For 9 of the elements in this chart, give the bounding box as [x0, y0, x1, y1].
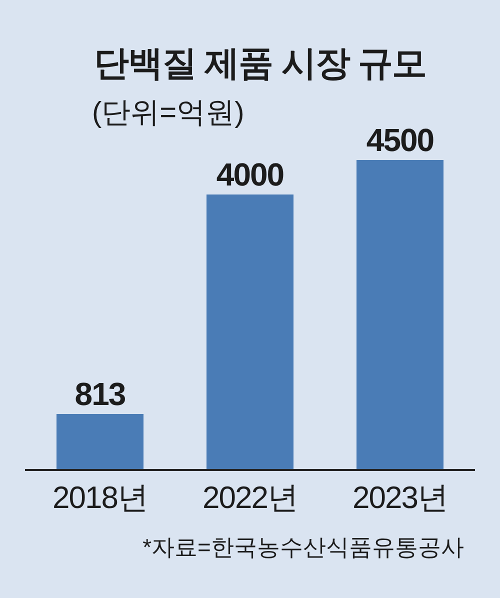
data-label: 4000	[216, 156, 284, 192]
x-tick-label: 2018년	[52, 480, 148, 516]
data-label: 813	[74, 376, 126, 412]
data-label: 4500	[366, 122, 434, 158]
x-tick-label: 2023년	[352, 480, 448, 516]
text: *자료=한국농수산식품유통공사	[142, 533, 464, 562]
x-tick-label: 2022년	[202, 480, 298, 516]
chart-title: 단백질 제품 시장 규모	[94, 43, 426, 85]
chart-subtitle: (단위=억원)	[92, 96, 244, 131]
